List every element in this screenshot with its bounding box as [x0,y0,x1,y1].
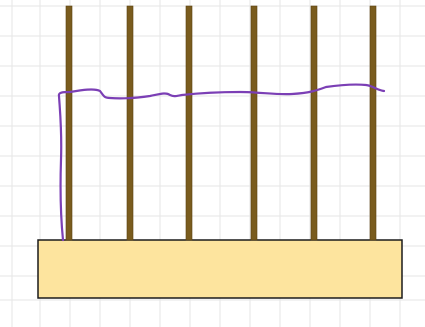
posts-group [65,5,377,241]
post-3[interactable] [185,5,193,241]
post-5[interactable] [310,5,318,241]
base-block[interactable] [37,239,403,299]
post-4[interactable] [250,5,258,241]
post-6[interactable] [369,5,377,241]
wire-line[interactable] [57,83,386,242]
post-2[interactable] [126,5,134,241]
post-1[interactable] [65,5,73,241]
